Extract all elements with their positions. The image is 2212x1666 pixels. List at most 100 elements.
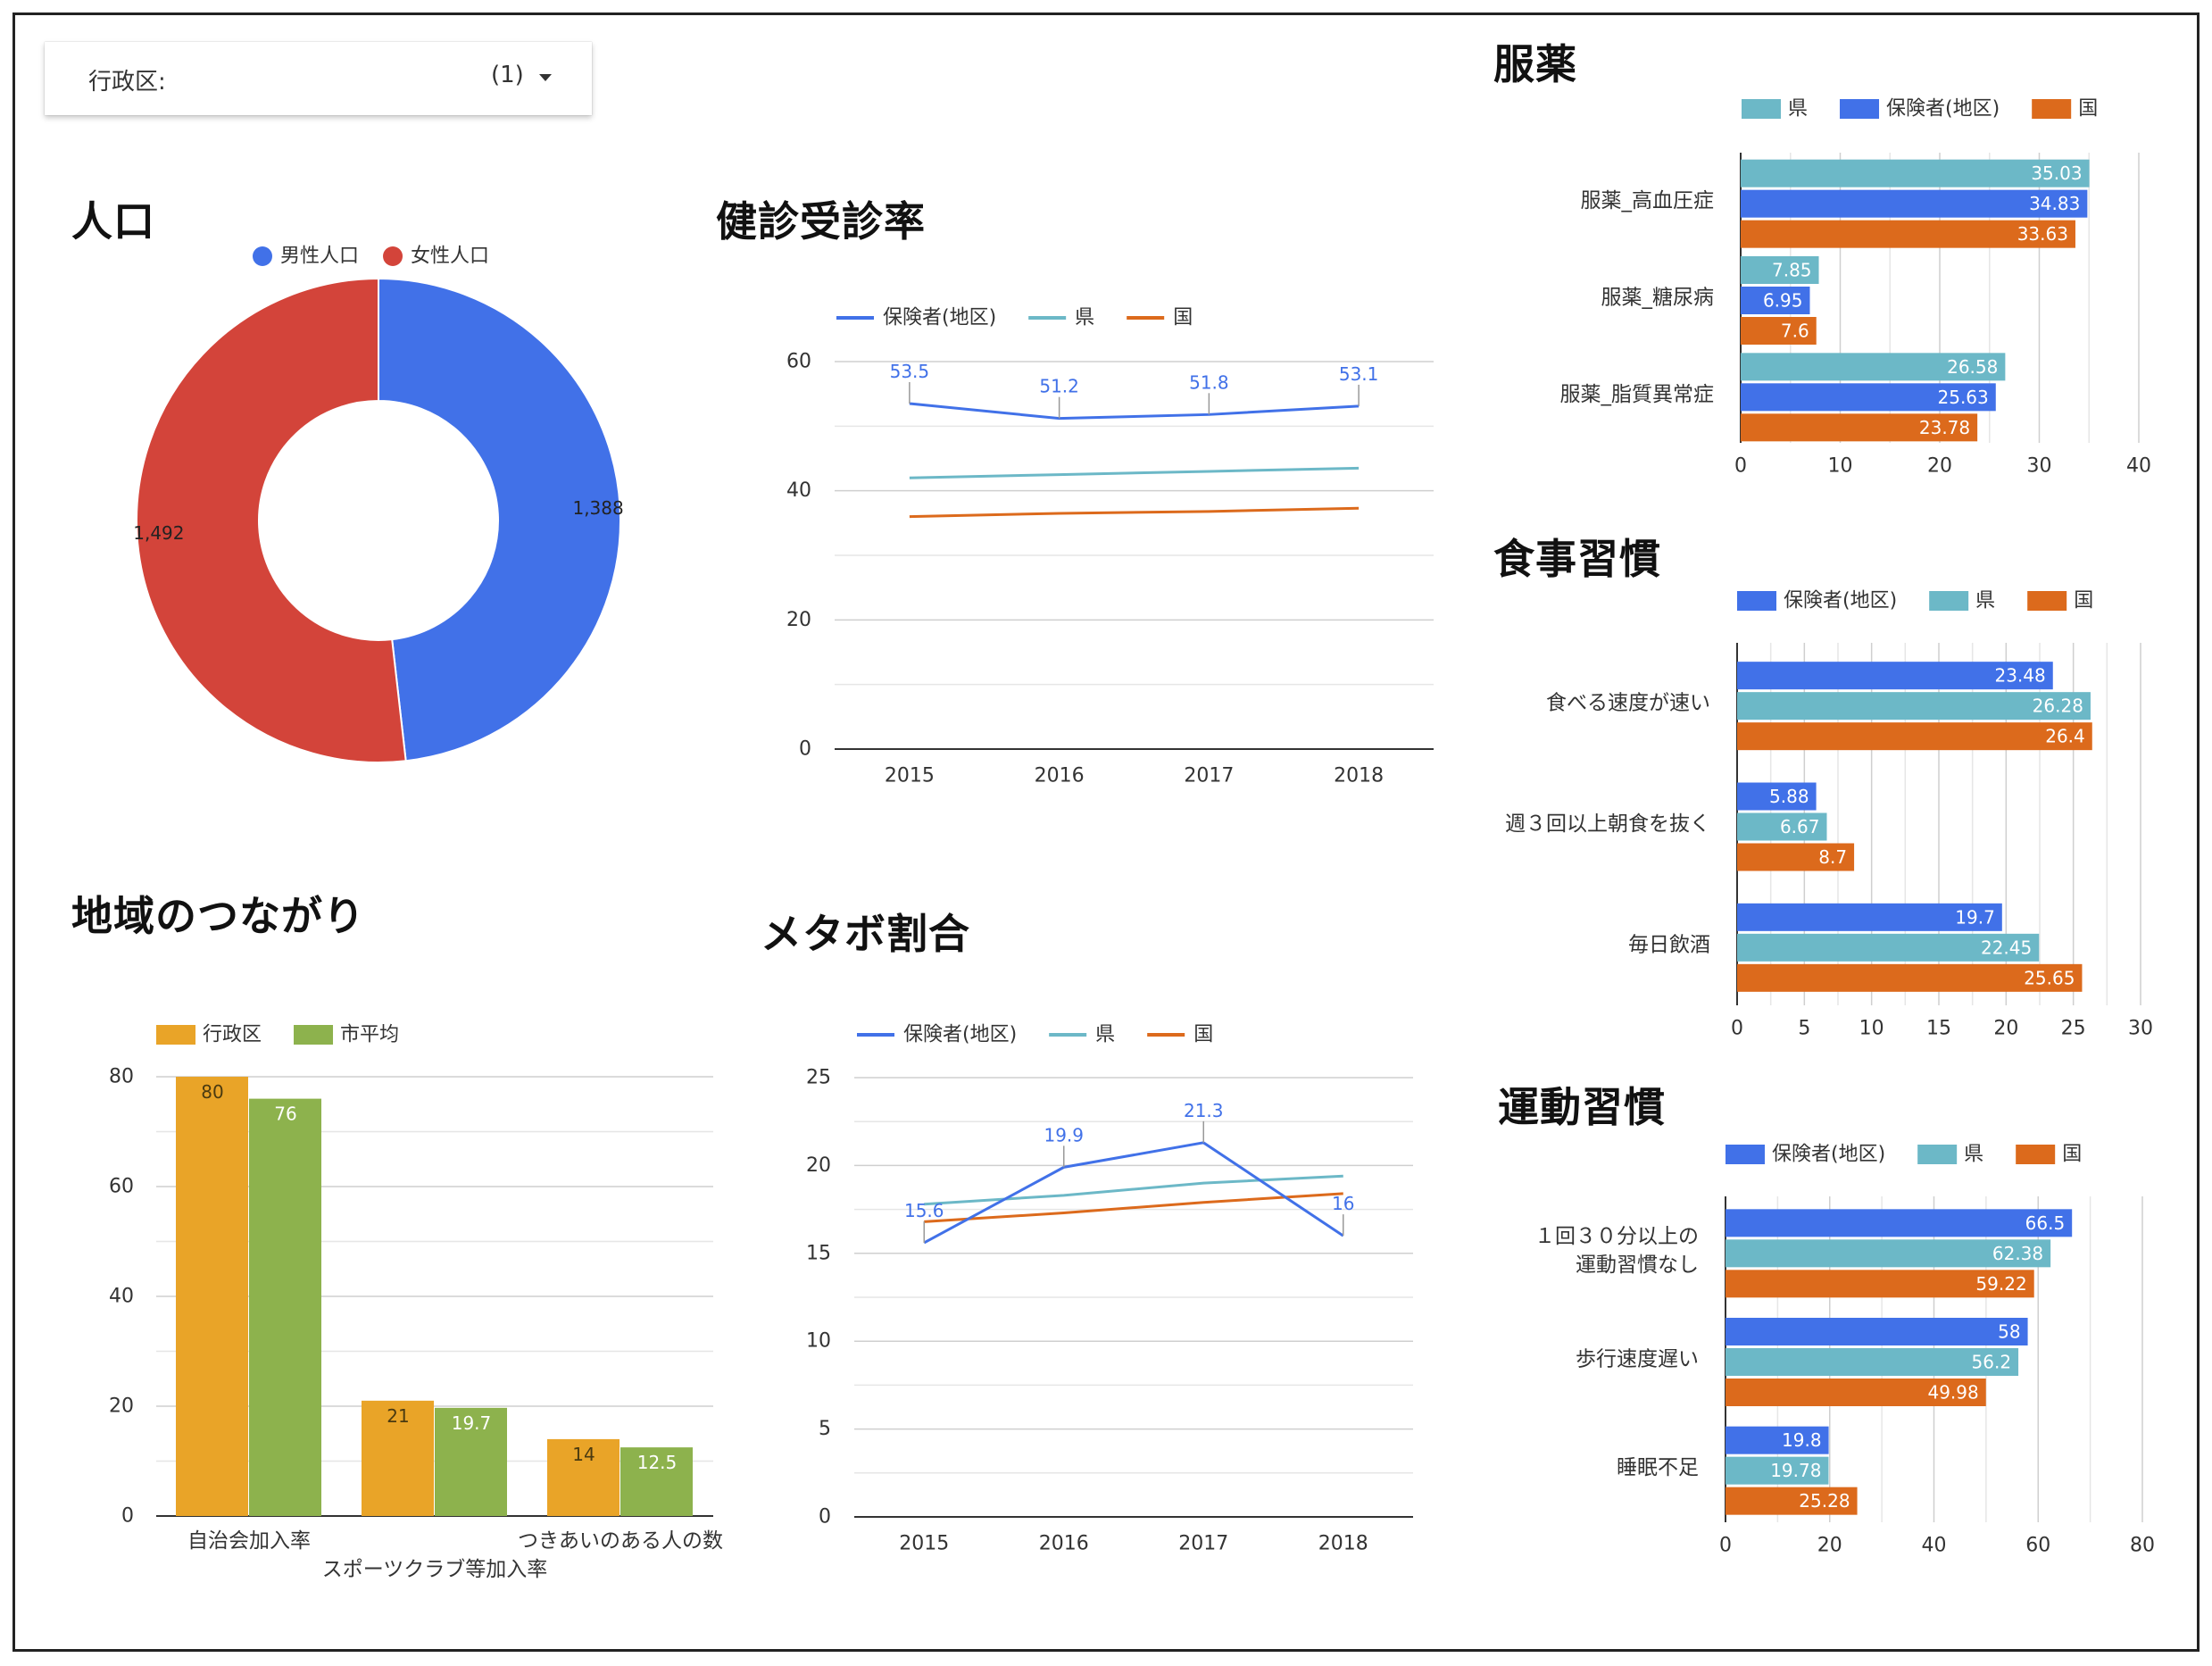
medication-bar-0-0[interactable] bbox=[1741, 159, 2090, 187]
medication-bar-2-1[interactable] bbox=[1741, 383, 1996, 412]
exercise-bar-1-0[interactable] bbox=[1726, 1318, 2028, 1345]
community-bar-1-0[interactable] bbox=[362, 1400, 434, 1516]
metabo-xtick-1: 2016 bbox=[1039, 1533, 1089, 1555]
diet-bar-label-2-2: 25.65 bbox=[2024, 967, 2075, 988]
medication-category-1: 服薬_糖尿病 bbox=[1601, 287, 1715, 310]
district-filter-dropdown[interactable]: 行政区: (1) bbox=[45, 42, 592, 115]
exercise-bar-label-1-0: 58 bbox=[1998, 1321, 2020, 1343]
community-legend-swatch-1 bbox=[294, 1025, 334, 1045]
diet-bar-1-0[interactable] bbox=[1737, 782, 1817, 811]
community-ytick-4: 80 bbox=[109, 1066, 134, 1088]
medication-bar-label-1-0: 7.85 bbox=[1772, 260, 1812, 281]
metabo-point-label-0-3: 16 bbox=[1332, 1193, 1354, 1214]
exercise-bar-label-0-1: 62.38 bbox=[1992, 1243, 2043, 1264]
community-bar-0-0[interactable] bbox=[176, 1077, 248, 1516]
diet-bar-2-2[interactable] bbox=[1737, 963, 2083, 992]
checkup-series-2 bbox=[909, 506, 1360, 519]
exercise-xtick-3: 60 bbox=[2025, 1535, 2050, 1557]
exercise-bar-2-1[interactable] bbox=[1726, 1456, 1829, 1485]
exercise-heading: 運動習慣 bbox=[1498, 1083, 1666, 1131]
exercise-bar-label-0-2: 59.22 bbox=[1975, 1273, 2026, 1295]
diet-bar-label-2-1: 22.45 bbox=[1981, 937, 2032, 958]
medication-legend-swatch-2 bbox=[2032, 99, 2072, 119]
metabo-ytick-5: 25 bbox=[806, 1067, 831, 1089]
pie-slice-0[interactable] bbox=[378, 277, 621, 762]
community-bar-label-1-1: 19.7 bbox=[452, 1412, 492, 1434]
checkup-series-0 bbox=[909, 402, 1360, 421]
community-category-2: つきあいのある人の数 bbox=[518, 1529, 723, 1553]
metabo-legend-label-1: 県 bbox=[1095, 1024, 1115, 1046]
metabo-ytick-0: 0 bbox=[819, 1506, 831, 1529]
community-category-1: スポーツクラブ等加入率 bbox=[322, 1558, 548, 1581]
pie-legend-dot-0 bbox=[253, 246, 272, 266]
medication-bar-2-0[interactable] bbox=[1741, 353, 2006, 381]
checkup-ytick-1: 20 bbox=[786, 609, 811, 631]
diet-bar-1-2[interactable] bbox=[1737, 843, 1855, 871]
diet-xtick-1: 5 bbox=[1798, 1018, 1810, 1040]
medication-legend-label-1: 保険者(地区) bbox=[1886, 98, 2000, 121]
medication-bar-1-0[interactable] bbox=[1741, 256, 1819, 284]
medication-bar-2-2[interactable] bbox=[1741, 413, 1978, 442]
checkup-point-label-0-2: 51.8 bbox=[1189, 371, 1229, 393]
checkup-xtick-0: 2015 bbox=[885, 765, 935, 787]
community-legend-label-1: 市平均 bbox=[340, 1024, 399, 1046]
medication-bar-label-0-2: 33.63 bbox=[2017, 223, 2068, 245]
exercise-xtick-2: 40 bbox=[1922, 1535, 1947, 1557]
exercise-bar-label-1-2: 49.98 bbox=[1927, 1382, 1978, 1404]
community-bar-1-1[interactable] bbox=[435, 1407, 507, 1516]
community-ytick-3: 60 bbox=[109, 1176, 134, 1198]
checkup-ytick-3: 60 bbox=[786, 351, 811, 373]
diet-bar-2-0[interactable] bbox=[1737, 903, 2002, 931]
diet-bar-0-1[interactable] bbox=[1737, 692, 2091, 721]
exercise-legend-swatch-1 bbox=[1917, 1145, 1958, 1164]
exercise-category-0: １回３０分以上の bbox=[1534, 1225, 1699, 1248]
medication-bar-label-0-1: 34.83 bbox=[2029, 193, 2080, 214]
community-bar-0-1[interactable] bbox=[249, 1098, 321, 1516]
medication-legend-swatch-1 bbox=[1840, 99, 1880, 119]
medication-xtick-3: 30 bbox=[2027, 455, 2052, 478]
metabo-point-label-0-2: 21.3 bbox=[1184, 1100, 1224, 1121]
metabo-legend-label-2: 国 bbox=[1193, 1024, 1213, 1046]
medication-bar-0-2[interactable] bbox=[1741, 220, 2075, 248]
medication-bar-label-0-0: 35.03 bbox=[2031, 162, 2082, 184]
dashboard-frame bbox=[12, 12, 2200, 1652]
pie-legend-label-1: 女性人口 bbox=[411, 246, 489, 268]
exercise-bar-2-0[interactable] bbox=[1726, 1426, 1829, 1454]
medication-bar-0-1[interactable] bbox=[1741, 189, 2088, 218]
metabo-series-0 bbox=[923, 1141, 1344, 1245]
diet-bar-0-0[interactable] bbox=[1737, 662, 2053, 690]
exercise-bar-1-1[interactable] bbox=[1726, 1348, 2019, 1376]
exercise-category-0-l2: 運動習慣なし bbox=[1576, 1254, 1699, 1277]
checkup-point-label-0-0: 53.5 bbox=[890, 361, 930, 382]
diet-bar-1-1[interactable] bbox=[1737, 812, 1827, 841]
medication-bar-1-1[interactable] bbox=[1741, 287, 1810, 314]
exercise-bar-0-0[interactable] bbox=[1726, 1209, 2073, 1237]
checkup-ytick-2: 40 bbox=[786, 479, 811, 502]
community-bar-label-0-1: 76 bbox=[274, 1104, 296, 1125]
diet-bar-label-1-0: 5.88 bbox=[1769, 786, 1809, 807]
exercise-category-1: 歩行速度遅い bbox=[1576, 1348, 1699, 1371]
medication-bar-1-2[interactable] bbox=[1741, 317, 1817, 345]
exercise-bar-1-2[interactable] bbox=[1726, 1379, 1986, 1406]
medication-legend-label-2: 国 bbox=[2078, 98, 2098, 121]
diet-bar-2-1[interactable] bbox=[1737, 933, 2040, 962]
diet-bar-label-0-0: 23.48 bbox=[1994, 665, 2045, 687]
exercise-bar-2-2[interactable] bbox=[1726, 1487, 1858, 1515]
exercise-bar-0-1[interactable] bbox=[1726, 1239, 2051, 1268]
exercise-legend-label-0: 保険者(地区) bbox=[1772, 1144, 1885, 1166]
diet-bar-0-2[interactable] bbox=[1737, 722, 2092, 751]
community-bar-2-0[interactable] bbox=[547, 1438, 620, 1516]
community-ytick-1: 20 bbox=[109, 1395, 134, 1418]
pie-slice-1[interactable] bbox=[136, 277, 407, 763]
exercise-category-2: 睡眠不足 bbox=[1617, 1456, 1699, 1479]
community-heading: 地域のつながり bbox=[71, 892, 365, 940]
community-bar-2-1[interactable] bbox=[620, 1447, 693, 1516]
checkup-point-label-0-3: 53.1 bbox=[1339, 363, 1379, 385]
exercise-bar-0-2[interactable] bbox=[1726, 1270, 2034, 1298]
medication-heading: 服薬 bbox=[1493, 40, 1577, 88]
dropdown-arrow-icon[interactable] bbox=[539, 74, 552, 81]
exercise-legend-swatch-0 bbox=[1726, 1145, 1765, 1164]
community-bar-label-1-0: 21 bbox=[387, 1405, 409, 1427]
diet-legend-swatch-0 bbox=[1737, 591, 1776, 611]
